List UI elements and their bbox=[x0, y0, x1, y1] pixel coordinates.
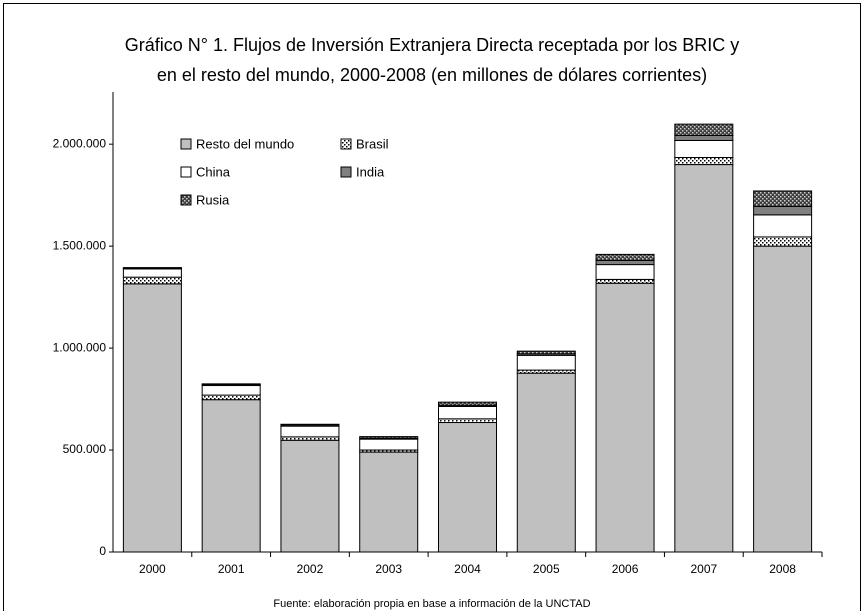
y-tick-label: 1.500.000 bbox=[53, 238, 107, 252]
bar-segment bbox=[674, 164, 734, 553]
bar-segment bbox=[201, 385, 261, 396]
bar-segment bbox=[280, 439, 340, 553]
bar-segment bbox=[595, 264, 655, 280]
legend-swatch bbox=[180, 166, 192, 178]
bar-segment bbox=[280, 436, 340, 441]
y-tick-label: 2.000.000 bbox=[53, 136, 107, 150]
x-tick-label: 2003 bbox=[375, 562, 402, 576]
x-tick-label: 2002 bbox=[297, 562, 324, 576]
x-tick-label: 2005 bbox=[533, 562, 560, 576]
x-tick-label: 2000 bbox=[139, 562, 166, 576]
x-tick-label: 2008 bbox=[769, 562, 796, 576]
bar-segment bbox=[438, 401, 497, 406]
source-note: Fuente: elaboración propia en base a inf… bbox=[273, 598, 590, 610]
x-tick-label: 2007 bbox=[690, 562, 717, 576]
legend-label: Rusia bbox=[196, 192, 230, 207]
chart-title: Gráfico N° 1. Flujos de Inversión Extran… bbox=[125, 35, 739, 55]
bar-segment bbox=[359, 436, 419, 439]
bar-segment bbox=[595, 278, 655, 284]
legend-label: Brasil bbox=[356, 136, 389, 151]
bar-segment bbox=[595, 259, 655, 266]
bar-segment bbox=[753, 190, 813, 207]
bar-segment bbox=[122, 276, 182, 285]
bar-segment bbox=[595, 253, 655, 261]
bar-segment bbox=[516, 372, 576, 553]
y-tick-label: 1.000.000 bbox=[53, 340, 107, 354]
bar-segment bbox=[753, 245, 813, 553]
bar-segment bbox=[280, 423, 340, 426]
bar-segment bbox=[438, 422, 497, 553]
bar-segment bbox=[359, 438, 419, 451]
bar-segment bbox=[674, 134, 734, 141]
bar-segment bbox=[122, 268, 182, 278]
legend-label: India bbox=[356, 164, 385, 179]
bar-segment bbox=[359, 451, 419, 553]
legend-label: China bbox=[196, 164, 231, 179]
legend-label: Resto del mundo bbox=[196, 136, 294, 151]
legend-swatch bbox=[340, 166, 352, 178]
bar-segment bbox=[201, 394, 261, 401]
bar-segment bbox=[201, 383, 261, 385]
bar-segment bbox=[516, 350, 576, 355]
bar-segment bbox=[753, 214, 813, 238]
bar-segment bbox=[122, 283, 182, 553]
legend-swatch bbox=[180, 194, 192, 206]
bar-segment bbox=[753, 236, 813, 247]
bar-segment bbox=[753, 205, 813, 216]
bar-segment bbox=[122, 267, 182, 269]
bar-segment bbox=[438, 418, 497, 424]
bar-segment bbox=[674, 123, 734, 136]
y-tick-label: 500.000 bbox=[63, 442, 107, 456]
bar-segment bbox=[280, 425, 340, 438]
x-tick-label: 2001 bbox=[218, 562, 245, 576]
x-tick-label: 2006 bbox=[612, 562, 639, 576]
bar-segment bbox=[674, 139, 734, 159]
chart-title: en el resto del mundo, 2000-2008 (en mil… bbox=[157, 65, 707, 85]
y-tick-label: 0 bbox=[99, 544, 106, 558]
bar-segment bbox=[201, 399, 261, 553]
x-tick-label: 2004 bbox=[454, 562, 481, 576]
bar-segment bbox=[595, 282, 655, 553]
bar-segment bbox=[674, 157, 734, 166]
legend-swatch bbox=[180, 138, 192, 150]
legend-swatch bbox=[340, 138, 352, 150]
bar-segment bbox=[516, 354, 576, 371]
bar-segment bbox=[438, 405, 497, 420]
